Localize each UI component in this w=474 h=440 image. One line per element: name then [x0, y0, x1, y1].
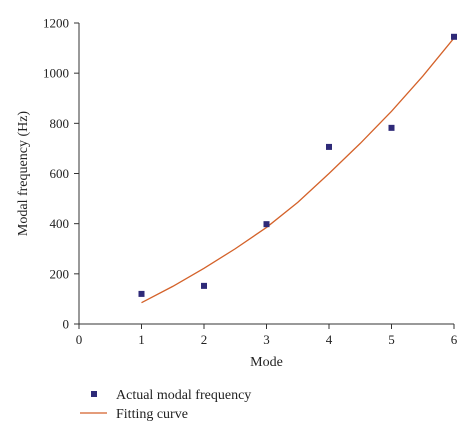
- data-point: [263, 221, 270, 228]
- legend-label-actual: Actual modal frequency: [116, 388, 251, 403]
- data-point: [138, 290, 145, 297]
- x-axis-title: Mode: [250, 355, 283, 370]
- data-point: [451, 33, 457, 40]
- x-tick-label: 6: [451, 332, 458, 347]
- x-tick-label: 3: [263, 332, 270, 347]
- legend-marker-actual: [91, 391, 97, 397]
- axes: 0 1 2 3 4 5 6 0 200 400 600 800 1000 1200: [43, 16, 458, 348]
- y-tick-label: 1000: [43, 66, 69, 81]
- data-point: [201, 282, 207, 289]
- y-tick-label: 0: [63, 317, 70, 332]
- y-axis-title: Modal frequency (Hz): [16, 111, 31, 237]
- legend-label-fitting: Fitting curve: [116, 407, 188, 422]
- y-tick-label: 600: [50, 166, 70, 181]
- legend: Actual modal frequency Fitting curve: [80, 388, 251, 422]
- data-point: [388, 124, 395, 131]
- plot-area: [138, 33, 457, 304]
- x-tick-label: 0: [76, 332, 83, 347]
- fitting-curve-line: [141, 37, 455, 304]
- y-tick-label: 200: [50, 266, 70, 281]
- x-tick-label: 4: [326, 332, 333, 347]
- x-ticks: 0 1 2 3 4 5 6: [76, 324, 458, 347]
- x-tick-label: 5: [388, 332, 395, 347]
- data-point: [326, 143, 332, 150]
- scatter-points: [138, 33, 457, 297]
- x-tick-label: 1: [138, 332, 145, 347]
- y-ticks: 0 200 400 600 800 1000 1200: [43, 16, 79, 332]
- x-tick-label: 2: [201, 332, 208, 347]
- y-tick-label: 1200: [43, 16, 69, 31]
- y-tick-label: 800: [50, 116, 70, 131]
- y-tick-label: 400: [50, 216, 70, 231]
